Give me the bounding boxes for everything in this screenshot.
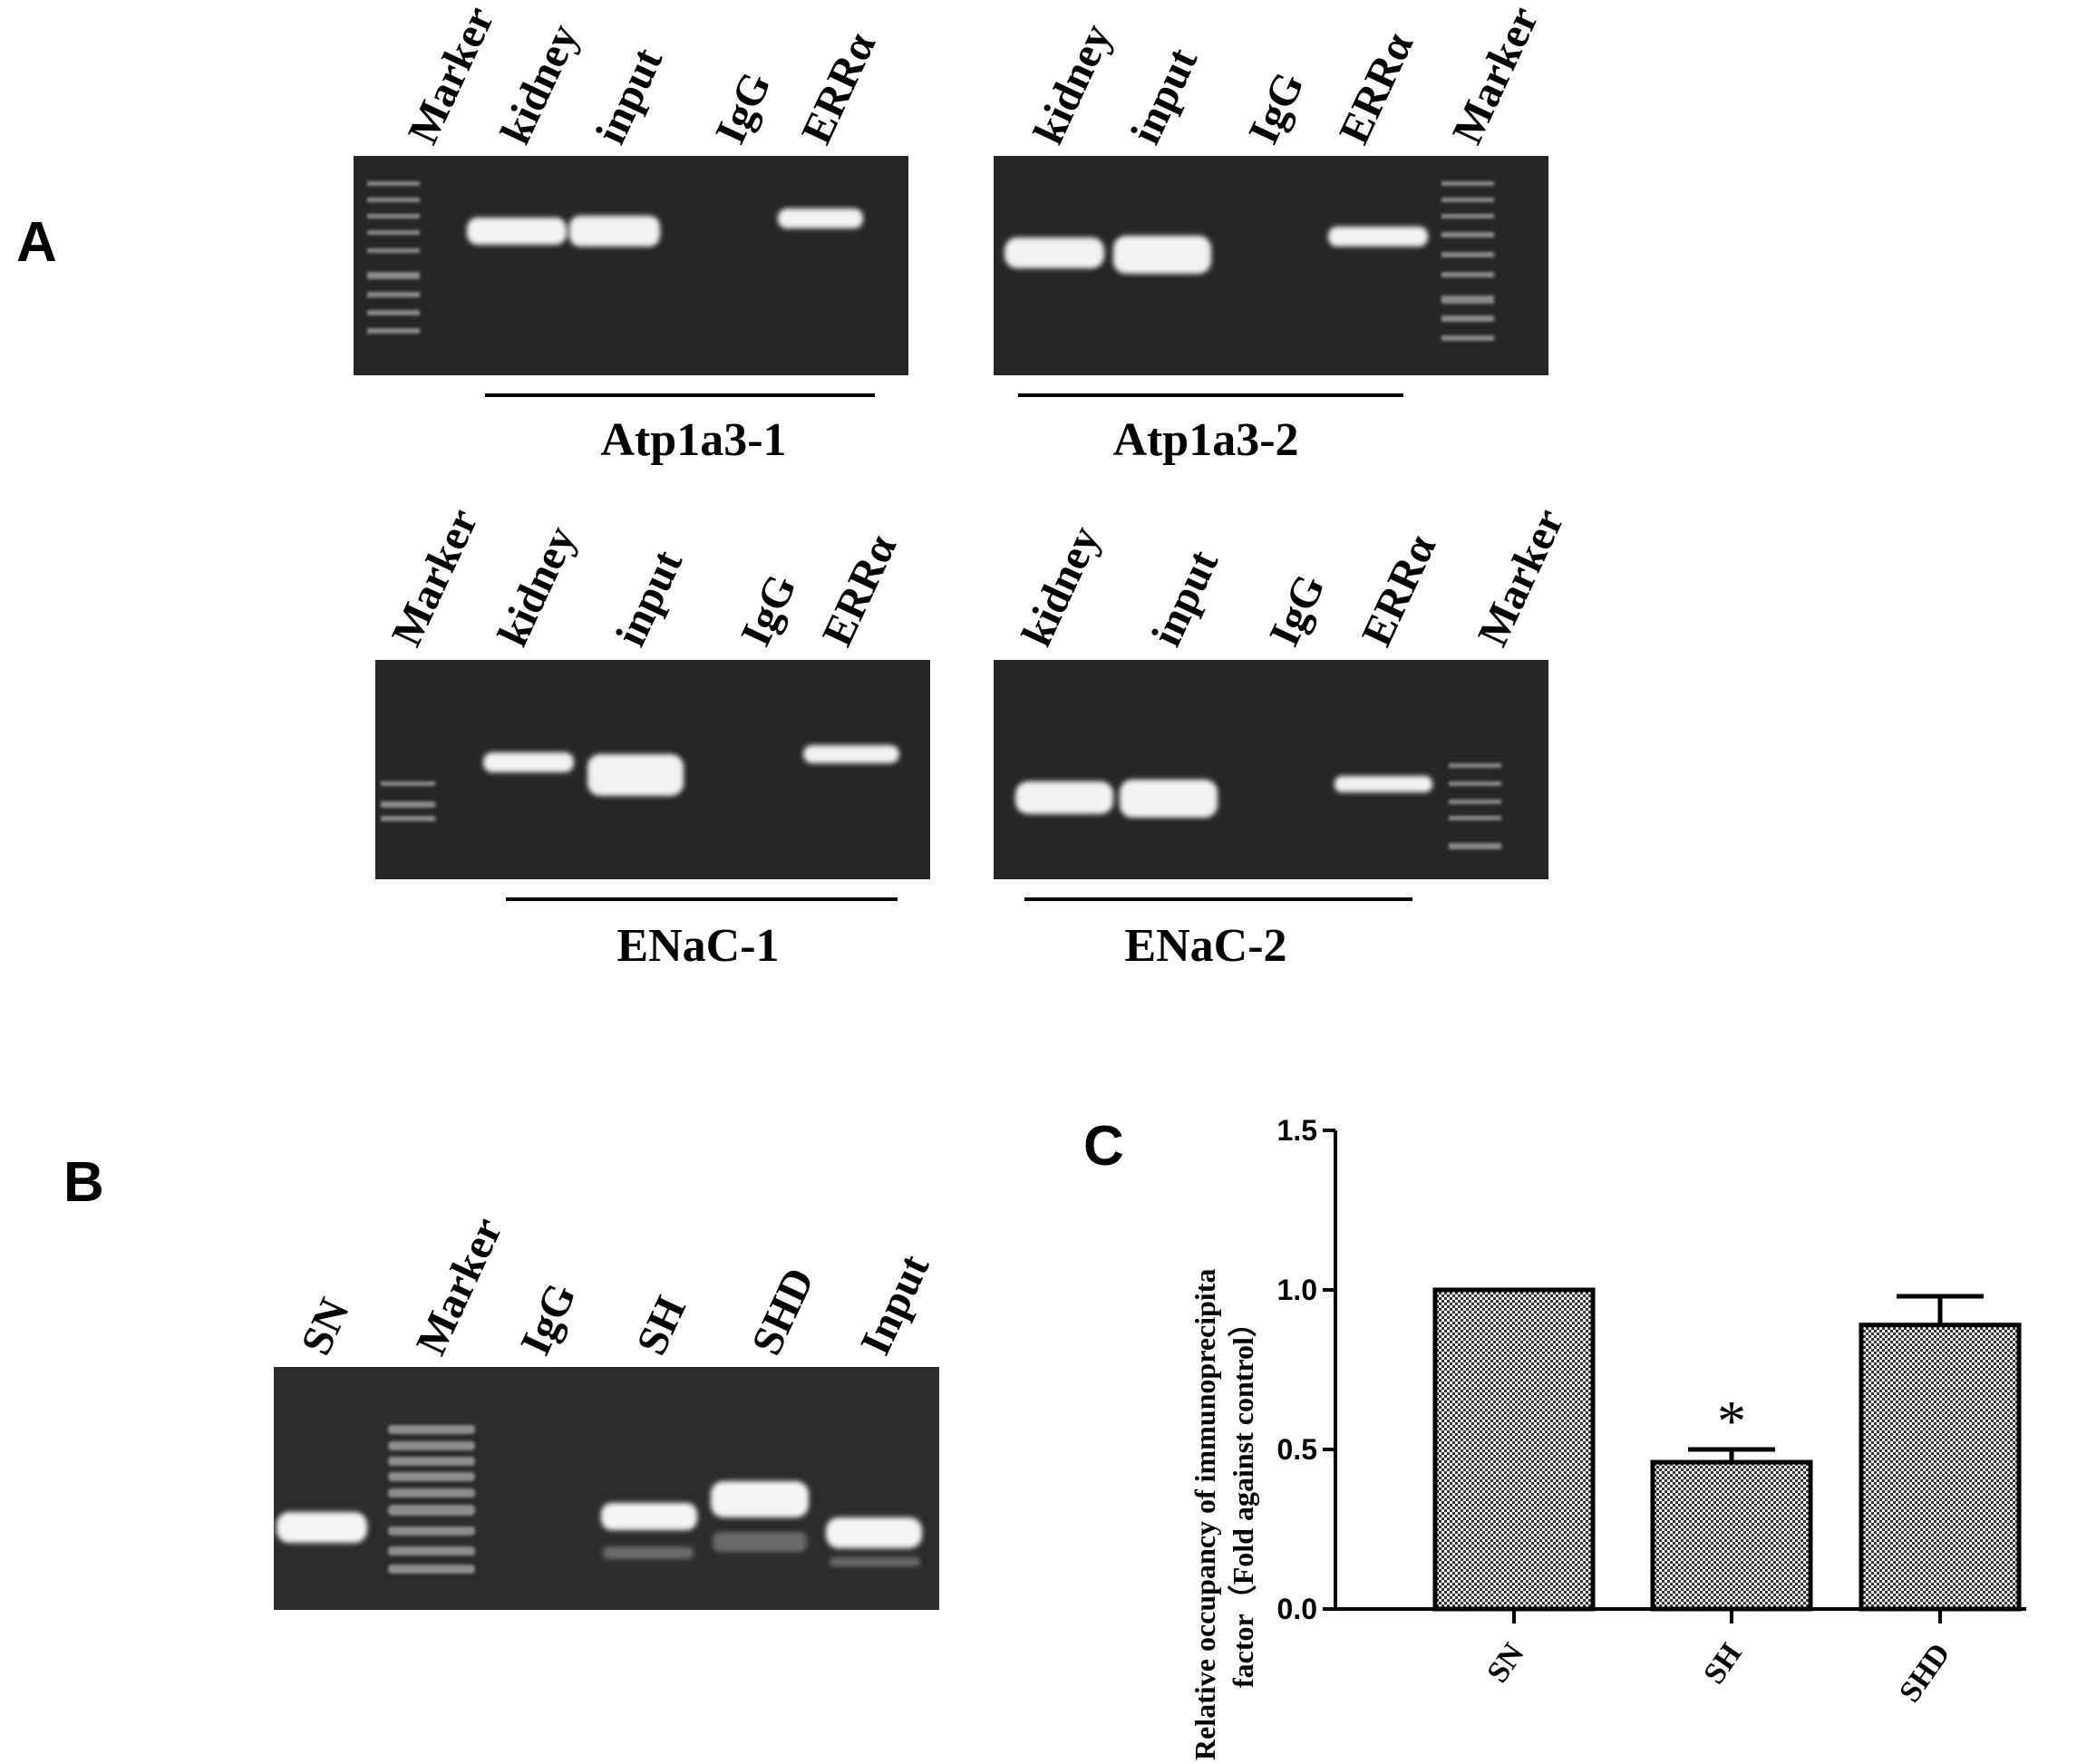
panel-c-letter: C [1083,1115,1124,1178]
lane-labels: Marker kidney input IgG ERRα [399,0,885,151]
lane-label: Marker [1469,501,1574,653]
gel-atp1a3-1: Marker kidney input IgG ERRα Atp1a3-1 [354,0,908,466]
lane-label: IgG [1239,65,1314,151]
lane-labels: kidney input IgG ERRα Marker [1013,501,1574,653]
lane-label: input [587,41,672,151]
lane-label: input [607,543,692,654]
lane-label: ERRα [792,25,885,151]
panel-b-gel: SN Marker IgG SH SHD Input [274,1210,939,1610]
marker-ladder [1449,763,1501,849]
chart-marks: * [1432,1287,2022,1612]
faint-bands [603,1532,920,1566]
gel-enac-1: Marker kidney input IgG ERRα ENaC-1 [375,501,930,972]
lane-label: input [1142,543,1228,654]
lane-label: SN [292,1291,359,1362]
marker-ladder [367,181,420,334]
marker-ladder [388,1425,475,1574]
lane-label: SHD [742,1261,824,1362]
y-tick-label: 1.0 [1277,1274,1317,1306]
gel-atp1a3-2: kidney input IgG ERRα Marker Atp1a3-2 [994,0,1548,466]
y-tick-label: 1.5 [1277,1114,1317,1147]
bar [1650,1459,1813,1612]
lane-label: IgG [706,65,781,151]
y-axis-title-line2: factor（Fold against control） [1227,1308,1259,1688]
lane-label: ERRα [813,528,906,654]
lane-label: Marker [407,1210,512,1362]
lane-labels: SN Marker IgG SH SHD Input [292,1210,939,1362]
panel-a-letter: A [16,211,57,274]
gel-image [274,1367,939,1610]
lane-labels: Marker kidney input IgG ERRα [383,501,906,653]
lane-label: IgG [1260,567,1335,654]
bar [1859,1323,2022,1612]
gene-label: Atp1a3-2 [1112,414,1298,466]
panel-b-letter: B [63,1151,104,1214]
lane-label: Input [851,1247,939,1362]
lane-label: ERRα [1353,528,1445,654]
dna-bands [467,208,863,247]
lane-label: kidney [489,519,586,654]
lane-label: IgG [732,567,806,654]
y-tick-label: 0.5 [1277,1433,1317,1466]
gel-enac-2: kidney input IgG ERRα Marker ENaC-2 [994,501,1574,972]
marker-ladder [381,781,435,821]
lane-label: Marker [399,0,504,151]
marker-ladder [1441,181,1494,341]
gene-label: ENaC-1 [616,920,779,972]
lane-label: kidney [491,17,588,151]
lane-label: IgG [511,1276,586,1362]
dna-bands [1005,227,1428,274]
lane-label: kidney [1024,17,1121,151]
bar [1432,1287,1596,1612]
x-tick-label: SN [1480,1637,1530,1689]
lane-label: input [1121,41,1207,151]
dna-bands [1015,776,1432,818]
lane-label: Marker [383,501,488,653]
dna-bands [277,1481,922,1548]
x-tick-label: SH [1697,1637,1748,1690]
lane-label: SH [627,1289,695,1362]
dna-bands [483,745,899,796]
lane-label: Marker [1443,0,1548,151]
gene-label: Atp1a3-1 [600,414,786,466]
significance-marker: * [1717,1389,1746,1453]
x-tick-label: SHD [1893,1637,1956,1708]
panel-c-chart: * 0.0 0.5 1.0 1.5 SN SH SHD Relative occupancy… [1189,1114,2026,1760]
gel-image [994,660,1548,879]
gene-label: ENaC-2 [1124,920,1286,972]
y-tick-label: 0.0 [1277,1593,1317,1625]
y-axis-title-line1: Relative occupancy of immunoprecipita [1189,1269,1221,1760]
gel-image [354,156,908,375]
lane-labels: kidney input IgG ERRα Marker [1024,0,1548,151]
lane-label: ERRα [1330,25,1422,151]
lane-label: kidney [1013,519,1110,654]
